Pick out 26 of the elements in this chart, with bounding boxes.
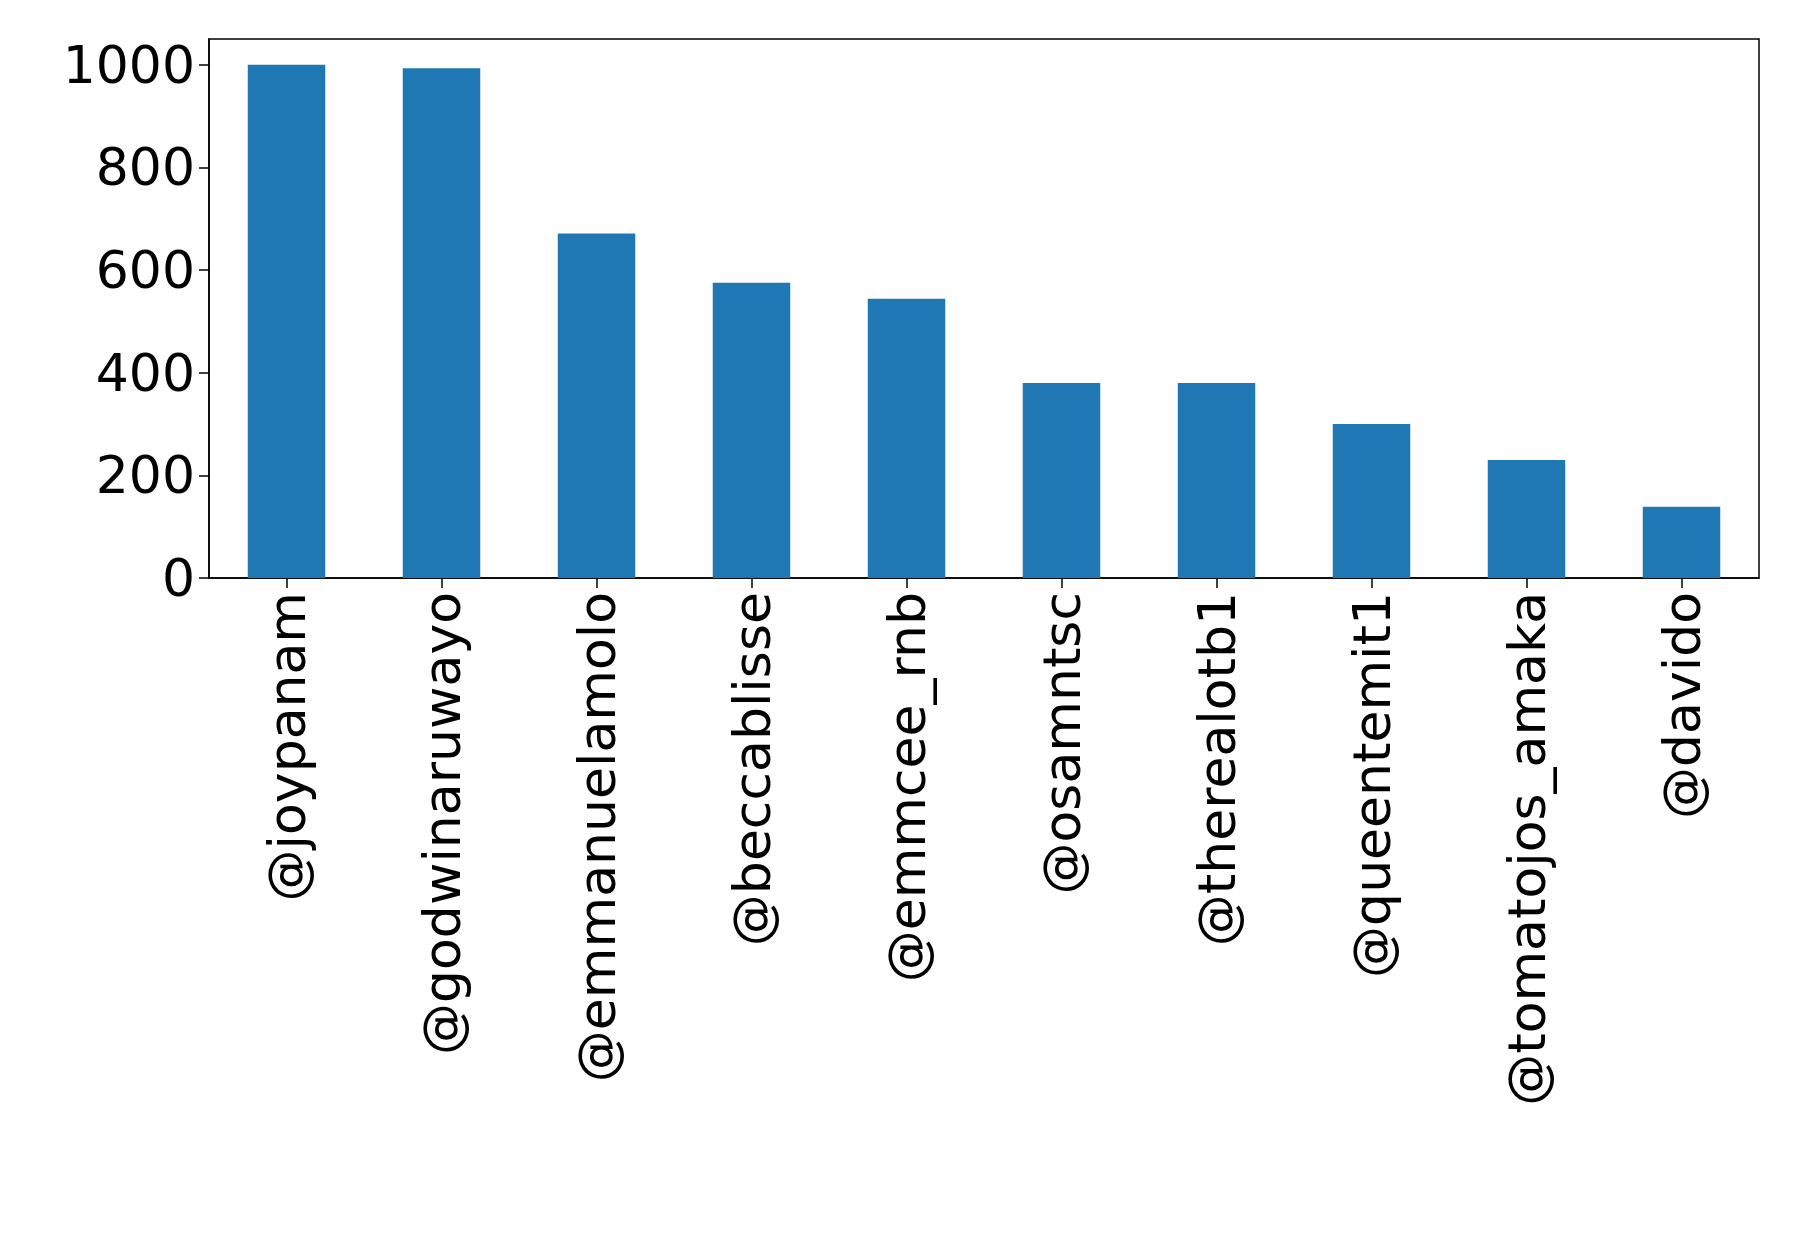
y-tick-label: 0 — [161, 548, 195, 608]
y-tick-label: 600 — [95, 240, 195, 300]
x-tick-label: @davido — [1651, 592, 1712, 819]
x-tick-label: @joypanam — [256, 592, 317, 902]
x-tick-label: @therealotb1 — [1186, 592, 1247, 947]
bar — [402, 68, 481, 578]
bar — [1642, 506, 1721, 578]
x-tick-label: @emmcee_rnb — [876, 592, 937, 983]
x-tick-label: @tomatojos_amaka — [1496, 592, 1557, 1106]
y-tick-label: 1000 — [62, 34, 195, 95]
bar — [1487, 459, 1566, 578]
bar — [867, 298, 946, 578]
y-tick-label: 200 — [95, 445, 195, 506]
y-tick-label: 800 — [95, 137, 195, 198]
x-tick-label: @osamntsc — [1031, 592, 1092, 895]
x-tick-label: @queentemit1 — [1341, 592, 1402, 978]
bar — [1332, 424, 1411, 578]
bar — [1022, 382, 1101, 578]
x-tick-label: @godwinaruwayo — [411, 592, 472, 1055]
bar — [1177, 382, 1256, 578]
bar — [557, 233, 636, 578]
x-tick-label: @emmanuelamolo — [566, 592, 627, 1083]
bar — [712, 282, 791, 578]
bar — [247, 64, 326, 578]
y-tick-label: 400 — [95, 342, 195, 403]
x-tick-label: @beccablisse — [721, 592, 782, 947]
